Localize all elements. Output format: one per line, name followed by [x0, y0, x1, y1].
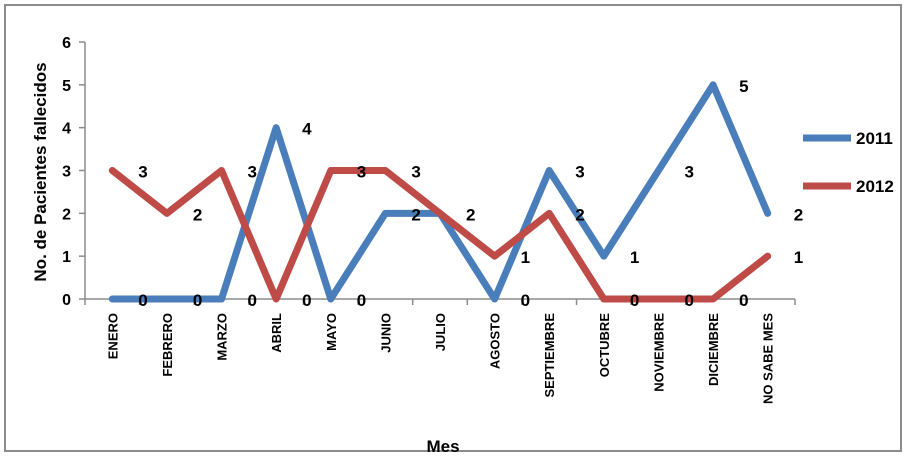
y-tick-label: 4 — [62, 121, 71, 138]
data-label: 1 — [630, 248, 639, 267]
x-tick-label: SEPTIEMBRE — [542, 313, 557, 398]
data-label: 2 — [575, 205, 584, 224]
x-tick-label: MAYO — [324, 313, 339, 351]
x-tick-label: FEBRERO — [160, 313, 175, 377]
x-tick-label: ABRIL — [269, 313, 284, 353]
data-label: 0 — [357, 291, 366, 310]
data-label: 2 — [794, 205, 803, 224]
x-tick-label: OCTUBRE — [597, 313, 612, 378]
y-axis: 0 1 2 3 4 5 6 — [62, 35, 86, 309]
y-tick-label: 0 — [62, 292, 71, 309]
data-label: 4 — [302, 120, 312, 139]
y-tick-label: 5 — [62, 78, 71, 95]
legend: 2011 2012 — [803, 129, 894, 196]
data-label: 5 — [739, 77, 748, 96]
data-label: 3 — [575, 163, 584, 182]
x-tick-label: NOVIEMBRE — [651, 313, 666, 392]
x-tick-label: ENERO — [105, 313, 120, 359]
data-label: 1 — [521, 248, 530, 267]
data-label: 0 — [521, 291, 530, 310]
data-label: 0 — [248, 291, 257, 310]
series-line-2012 — [108, 167, 772, 303]
data-labels: 0 0 0 4 0 2 0 3 1 3 5 2 3 2 3 0 3 3 2 1 2 0 0 0 1 — [138, 77, 803, 310]
legend-label-2011: 2011 — [856, 129, 893, 148]
x-tick-label: NO SABE MES — [761, 313, 776, 404]
y-tick-label: 6 — [62, 35, 71, 52]
data-label: 3 — [138, 163, 147, 182]
data-label: 1 — [794, 248, 803, 267]
x-tick-label: AGOSTO — [488, 313, 503, 369]
data-label: 0 — [630, 291, 639, 310]
x-axis-title: Mes — [426, 437, 459, 456]
data-label: 3 — [684, 163, 693, 182]
data-label: 0 — [302, 291, 311, 310]
x-tick-label: JUNIO — [378, 313, 393, 353]
y-axis-title: No. de Pacientes fallecidos — [31, 62, 50, 281]
x-tick-label: DICIEMBRE — [706, 313, 721, 386]
data-label: 3 — [357, 163, 366, 182]
data-label: 2 — [193, 205, 202, 224]
data-label: 0 — [684, 291, 693, 310]
x-tick-label: JULIO — [433, 313, 448, 351]
x-axis: ENERO FEBRERO MARZO ABRIL MAYO JUNIO JULIO AGOS… — [84, 298, 796, 404]
data-label: 0 — [193, 291, 202, 310]
data-label: 2 — [466, 205, 475, 224]
data-label: 0 — [138, 291, 147, 310]
data-label: 0 — [739, 291, 748, 310]
x-tick-label: MARZO — [215, 313, 230, 361]
legend-label-2012: 2012 — [856, 177, 894, 196]
series-lines — [108, 81, 772, 303]
data-label: 3 — [411, 163, 420, 182]
data-label: 3 — [248, 163, 257, 182]
y-tick-label: 2 — [62, 206, 71, 223]
data-label: 2 — [411, 205, 420, 224]
y-tick-label: 3 — [62, 164, 71, 181]
y-tick-label: 1 — [62, 249, 71, 266]
series-line-2011 — [108, 81, 772, 303]
